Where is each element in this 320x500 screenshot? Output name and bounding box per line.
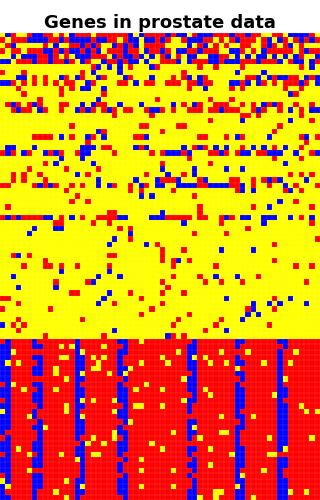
Text: Genes in prostate data: Genes in prostate data bbox=[44, 14, 276, 32]
